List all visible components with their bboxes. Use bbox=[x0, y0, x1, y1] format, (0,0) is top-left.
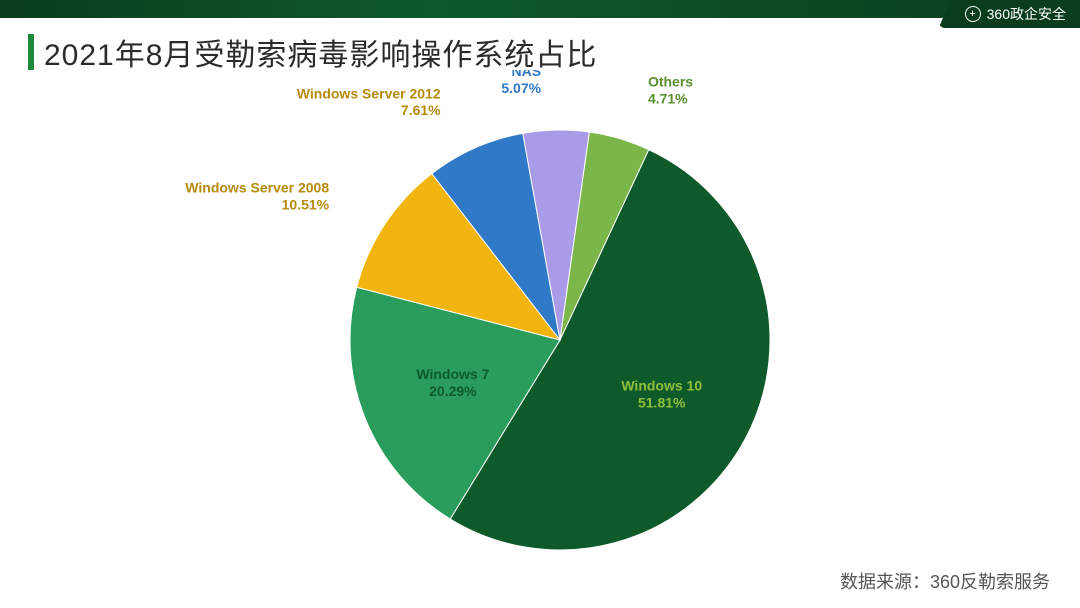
pie-svg: Windows 1051.81%Windows 720.29%Windows S… bbox=[0, 70, 1080, 570]
slice-label: Windows Server 200810.51% bbox=[185, 180, 329, 213]
data-source: 数据来源：360反勒索服务 bbox=[840, 568, 1050, 594]
title-accent-bar bbox=[28, 34, 34, 70]
title-text: 2021年8月受勒索病毒影响操作系统占比 bbox=[44, 30, 597, 74]
pie-chart: Windows 1051.81%Windows 720.29%Windows S… bbox=[0, 70, 1080, 570]
plus-icon: + bbox=[965, 6, 981, 22]
slice-label: NAS5.07% bbox=[501, 70, 541, 96]
slice-label: Others4.71% bbox=[648, 74, 693, 107]
brand-badge: + 360政企安全 bbox=[939, 0, 1080, 28]
brand-text: 360政企安全 bbox=[987, 0, 1066, 28]
top-banner bbox=[0, 0, 1080, 18]
slice-label: Windows Server 20127.61% bbox=[297, 85, 441, 118]
page-title: 2021年8月受勒索病毒影响操作系统占比 bbox=[28, 30, 597, 74]
